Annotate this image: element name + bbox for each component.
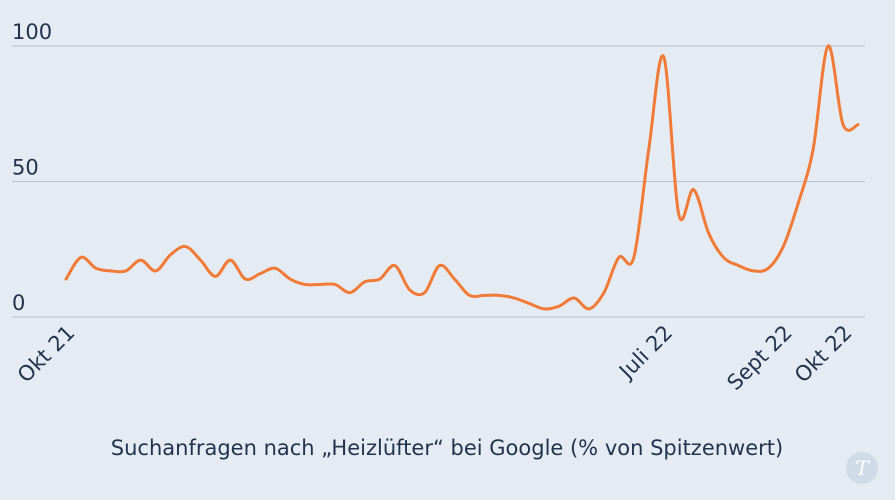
gridlines [12,45,865,318]
x-tick-label: Sept 22 [722,321,796,395]
x-tick-label: Okt 22 [790,321,857,388]
chart-caption: Suchanfragen nach „Heizlüfter“ bei Googl… [111,436,783,460]
y-tick-label: 100 [12,20,52,44]
y-axis-ticks: 0 50 100 [12,20,52,315]
series-line-0 [64,44,860,311]
logo-letter: T [855,456,870,480]
brand-logo: T [846,452,878,484]
y-tick-label: 50 [12,156,39,180]
y-tick-label: 0 [12,291,25,315]
x-tick-label: Okt 21 [13,321,80,388]
x-tick-label: Juli 22 [613,321,677,385]
series-layer [64,44,860,311]
logo-circle [846,452,878,484]
